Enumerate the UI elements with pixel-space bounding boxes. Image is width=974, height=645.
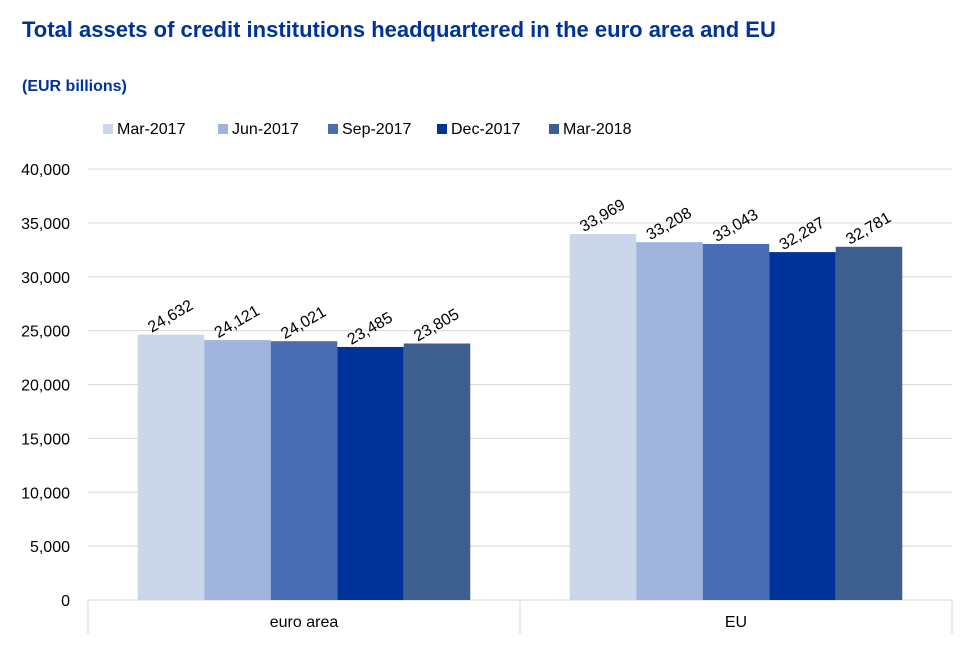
data-label: 24,121	[212, 303, 263, 342]
chart-title: Total assets of credit institutions head…	[22, 17, 776, 42]
legend-label: Sep-2017	[342, 121, 411, 138]
data-label: 32,287	[777, 215, 828, 254]
y-tick-label: 10,000	[21, 485, 70, 502]
legend-label: Mar-2017	[117, 121, 186, 138]
data-label: 23,805	[411, 306, 462, 345]
legend-swatch	[218, 124, 228, 134]
data-label: 32,781	[843, 209, 894, 248]
legend-label: Dec-2017	[451, 121, 520, 138]
data-label: 33,969	[577, 196, 628, 235]
bar	[769, 252, 836, 600]
legend-swatch	[549, 124, 559, 134]
bar	[337, 346, 404, 600]
legend-swatch	[328, 124, 338, 134]
data-label: 33,208	[644, 205, 695, 244]
y-tick-label: 30,000	[21, 270, 70, 287]
data-label: 24,021	[278, 304, 329, 343]
bar	[702, 243, 770, 600]
legend-swatch	[103, 124, 113, 134]
x-tick-label: euro area	[270, 614, 339, 631]
bar	[137, 334, 205, 600]
bar	[569, 233, 637, 601]
legend-swatch	[437, 124, 447, 134]
y-tick-label: 35,000	[21, 216, 70, 233]
bar	[636, 242, 703, 600]
y-tick-label: 25,000	[21, 324, 70, 341]
y-tick-label: 20,000	[21, 378, 70, 395]
chart-subtitle: (EUR billions)	[22, 78, 127, 95]
bar	[270, 341, 338, 600]
bar	[835, 246, 903, 600]
y-tick-label: 40,000	[21, 162, 70, 179]
y-tick-label: 5,000	[30, 539, 70, 556]
legend-label: Mar-2018	[563, 121, 632, 138]
bar	[204, 340, 271, 600]
data-label: 33,043	[710, 206, 761, 245]
y-tick-label: 0	[61, 593, 70, 610]
y-tick-label: 15,000	[21, 431, 70, 448]
data-label: 23,485	[345, 309, 396, 348]
bar	[403, 343, 471, 600]
legend-label: Jun-2017	[232, 121, 299, 138]
x-tick-label: EU	[725, 614, 747, 631]
